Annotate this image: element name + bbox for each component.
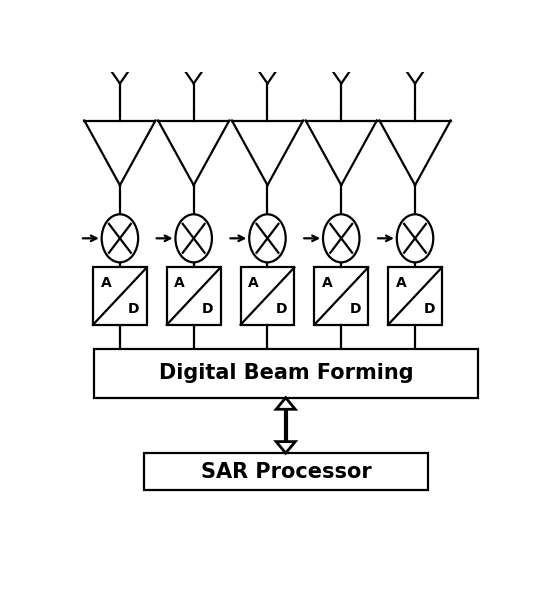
- Text: D: D: [128, 302, 139, 316]
- Text: A: A: [396, 276, 407, 290]
- Bar: [167, 268, 221, 325]
- Ellipse shape: [175, 214, 212, 262]
- Ellipse shape: [249, 214, 286, 262]
- Text: D: D: [349, 302, 361, 316]
- Text: A: A: [322, 276, 333, 290]
- Text: D: D: [276, 302, 287, 316]
- Bar: [388, 268, 442, 325]
- Polygon shape: [276, 442, 295, 453]
- Ellipse shape: [323, 214, 360, 262]
- Text: D: D: [202, 302, 213, 316]
- Text: D: D: [423, 302, 435, 316]
- Text: A: A: [101, 276, 111, 290]
- Text: A: A: [174, 276, 185, 290]
- Ellipse shape: [397, 214, 433, 262]
- Bar: [241, 268, 295, 325]
- Bar: [144, 453, 428, 490]
- Bar: [94, 349, 478, 398]
- Text: A: A: [248, 276, 259, 290]
- Polygon shape: [276, 398, 295, 409]
- Ellipse shape: [102, 214, 138, 262]
- Bar: [93, 268, 147, 325]
- Text: SAR Processor: SAR Processor: [200, 461, 371, 482]
- Text: Digital Beam Forming: Digital Beam Forming: [158, 364, 413, 383]
- Bar: [314, 268, 368, 325]
